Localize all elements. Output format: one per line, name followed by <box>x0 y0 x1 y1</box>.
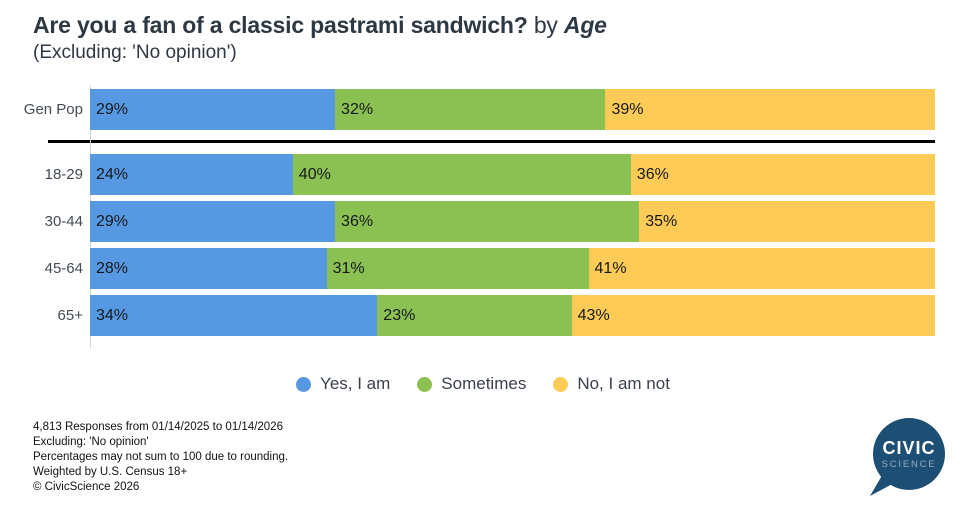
bar-value-label: 39% <box>611 100 644 118</box>
bar-track: 24% 40% 36% <box>90 154 935 195</box>
legend-label: No, I am not <box>577 374 670 393</box>
bar-value-label: 31% <box>332 259 365 277</box>
legend: Yes, I am Sometimes No, I am not <box>0 374 966 394</box>
category-label: 65+ <box>57 307 83 324</box>
bar-value-label: 32% <box>341 100 374 118</box>
category-label: 30-44 <box>44 213 83 230</box>
logo-text-science: SCIENCE <box>882 459 937 470</box>
footnote-line: Percentages may not sum to 100 due to ro… <box>33 450 289 463</box>
footnote-line: Weighted by U.S. Census 18+ <box>33 465 188 478</box>
bar-value-label: 24% <box>96 165 129 183</box>
chart-row: 65+ 34% 23% 43% <box>0 295 935 336</box>
title-connector: by <box>527 12 564 38</box>
title-dimension: Age <box>563 12 607 38</box>
chart-row: 30-44 29% 36% 35% <box>0 201 935 242</box>
footnote-line: © CivicScience 2026 <box>33 480 140 493</box>
chart-row: Gen Pop 29% 32% 39% <box>0 89 935 130</box>
chart-row: 45-64 28% 31% 41% <box>0 248 935 289</box>
footnotes: 4,813 Responses from 01/14/2025 to 01/14… <box>33 420 288 495</box>
legend-dot-icon <box>296 376 312 392</box>
logo-bubble-circle <box>873 418 945 490</box>
bar-track: 28% 31% 41% <box>90 248 935 289</box>
bar-segment: 24% <box>90 154 293 195</box>
logo-text-civic: CIVIC <box>882 438 935 458</box>
legend-dot-icon <box>553 376 569 392</box>
page-title: Are you a fan of a classic pastrami sand… <box>33 12 607 39</box>
bar-segment: 36% <box>630 154 935 195</box>
title-question: Are you a fan of a classic pastrami sand… <box>33 12 528 38</box>
legend-item: Yes, I am <box>296 374 390 394</box>
bar-track: 29% 36% 35% <box>90 201 935 242</box>
category-label: 45-64 <box>44 260 83 277</box>
bar-value-label: 35% <box>645 212 678 230</box>
bar-value-label: 41% <box>594 259 627 277</box>
footnote-line: Excluding: 'No opinion' <box>33 435 149 448</box>
bar-value-label: 29% <box>96 212 129 230</box>
stacked-bar-chart: Gen Pop 29% 32% 39% 18-29 24% 40% 36% 30-44 … <box>0 85 935 348</box>
chart-row: 18-29 24% 40% 36% <box>0 154 935 195</box>
legend-item: No, I am not <box>553 374 670 394</box>
chart-header: Are you a fan of a classic pastrami sand… <box>33 12 607 64</box>
bar-segment: 29% <box>90 89 336 130</box>
bar-value-label: 36% <box>341 212 374 230</box>
bar-value-label: 36% <box>636 165 669 183</box>
bar-track: 29% 32% 39% <box>90 89 935 130</box>
bar-value-label: 29% <box>96 100 129 118</box>
bar-segment: 23% <box>377 295 572 336</box>
legend-dot-icon <box>417 376 433 392</box>
bar-value-label: 23% <box>383 306 416 324</box>
bar-value-label: 28% <box>96 259 129 277</box>
bar-segment: 39% <box>605 89 935 130</box>
legend-label: Yes, I am <box>320 374 391 393</box>
bar-value-label: 40% <box>298 165 331 183</box>
category-label: 18-29 <box>44 166 83 183</box>
bar-track: 34% 23% 43% <box>90 295 935 336</box>
bar-segment: 40% <box>292 154 631 195</box>
bar-value-label: 34% <box>96 306 129 324</box>
bar-segment: 35% <box>639 201 935 242</box>
bar-segment: 28% <box>90 248 327 289</box>
page-subtitle: (Excluding: 'No opinion') <box>33 42 237 63</box>
legend-label: Sometimes <box>441 374 527 393</box>
bar-segment: 34% <box>90 295 378 336</box>
bar-segment: 29% <box>90 201 336 242</box>
bar-segment: 41% <box>588 248 935 289</box>
genpop-separator-line <box>48 140 935 143</box>
chart-rows: Gen Pop 29% 32% 39% 18-29 24% 40% 36% 30-44 … <box>0 89 935 342</box>
bar-segment: 36% <box>335 201 640 242</box>
bar-segment: 32% <box>335 89 606 130</box>
bar-value-label: 43% <box>577 306 610 324</box>
legend-item: Sometimes <box>417 374 526 394</box>
footnote-line: 4,813 Responses from 01/14/2025 to 01/14… <box>33 421 283 433</box>
civicscience-logo: CIVIC SCIENCE <box>870 418 945 496</box>
category-label: Gen Pop <box>23 101 83 118</box>
bar-segment: 43% <box>571 295 935 336</box>
bar-segment: 31% <box>326 248 589 289</box>
